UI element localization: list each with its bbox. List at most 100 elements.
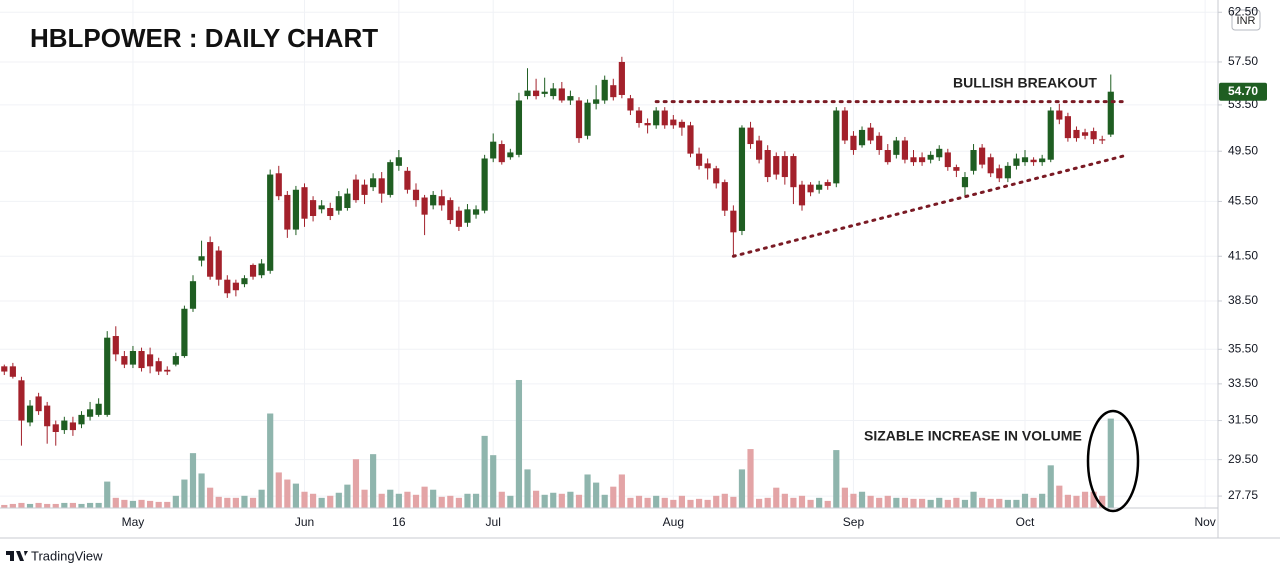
candle-body xyxy=(481,158,488,211)
candle-body xyxy=(344,193,351,209)
candle-body xyxy=(421,197,428,215)
volume-bar xyxy=(481,435,488,508)
candle-body xyxy=(635,110,643,124)
volume-bar xyxy=(687,499,694,508)
volume-bar xyxy=(224,497,231,508)
volume-bar xyxy=(438,496,445,508)
volume-bar xyxy=(610,486,617,508)
volume-bar xyxy=(1013,499,1020,508)
volume-bar xyxy=(601,494,608,508)
candle-body xyxy=(858,129,866,146)
y-tick-label: 31.50 xyxy=(1228,413,1258,427)
candle-body xyxy=(567,96,574,101)
candle-body xyxy=(987,157,994,174)
volume-bar xyxy=(790,497,797,508)
volume-bar xyxy=(395,493,402,508)
y-tick-label: 41.50 xyxy=(1228,248,1258,262)
candle-body xyxy=(918,157,926,163)
candle-body xyxy=(756,140,763,160)
candle-body xyxy=(352,179,360,201)
candle-body xyxy=(86,409,94,417)
volume-bar xyxy=(524,469,531,508)
candle-body xyxy=(687,125,694,154)
volume-bar xyxy=(215,496,222,508)
volume-bar xyxy=(507,495,514,508)
candle-body xyxy=(309,200,317,217)
currency-badge[interactable]: INR xyxy=(1231,9,1261,31)
y-tick-label: 33.50 xyxy=(1228,376,1258,390)
volume-bar xyxy=(490,455,497,508)
volume-bar xyxy=(78,503,85,508)
candle-body xyxy=(395,157,402,166)
volume-bar xyxy=(644,497,651,508)
candle-body xyxy=(78,414,85,425)
candle-body xyxy=(447,200,454,221)
currency-box[interactable] xyxy=(1231,9,1261,31)
volume-bar xyxy=(181,479,188,508)
brand-name[interactable]: TradingView xyxy=(31,548,103,563)
candle-body xyxy=(69,422,76,431)
volume-bar xyxy=(455,497,462,508)
volume-bar xyxy=(747,449,754,508)
candle-body xyxy=(867,127,874,141)
candle-body xyxy=(52,424,59,433)
volume-bar xyxy=(421,486,428,508)
brand-icon[interactable] xyxy=(6,551,28,561)
candle-body xyxy=(996,168,1003,179)
candle-body xyxy=(129,350,137,365)
candle-body xyxy=(26,405,34,423)
x-tick-label: May xyxy=(122,515,145,529)
volume-bar xyxy=(833,450,840,508)
candle-body xyxy=(816,184,823,190)
volume-bar xyxy=(26,503,34,508)
volume-bar xyxy=(764,497,771,508)
volume-bar xyxy=(344,484,351,508)
volume-bar xyxy=(730,496,737,508)
candle-body xyxy=(361,184,368,195)
candle-body xyxy=(515,100,523,155)
volume-bar xyxy=(1099,495,1106,508)
candle-body xyxy=(695,153,703,166)
candle-body xyxy=(627,98,634,111)
volume-bar xyxy=(61,502,68,508)
volume-bar xyxy=(1039,493,1046,508)
candle-body xyxy=(258,263,265,276)
candle-body xyxy=(1056,110,1063,120)
volume-bar xyxy=(867,495,874,508)
candle-body xyxy=(224,279,231,294)
currency-label[interactable]: INR xyxy=(1237,15,1256,27)
candle-body xyxy=(155,361,162,372)
annotation-volume: SIZABLE INCREASE IN VOLUME xyxy=(864,428,1082,444)
y-tick-label: 62.50 xyxy=(1228,4,1258,18)
candles xyxy=(1,56,1114,446)
candle-body xyxy=(901,140,909,160)
volume-bar xyxy=(267,413,274,508)
candle-body xyxy=(747,127,754,145)
volume-bar xyxy=(275,472,282,508)
candle-body xyxy=(61,420,68,431)
brand-logo[interactable]: TradingView xyxy=(6,548,103,563)
volume-bar xyxy=(970,491,977,508)
volume-bar xyxy=(44,503,51,508)
candle-body xyxy=(104,337,111,415)
x-tick-label: Jul xyxy=(486,515,501,529)
volume-bar xyxy=(841,487,848,508)
candle-body xyxy=(249,264,257,277)
volume-bar xyxy=(1107,418,1114,508)
last-price-tag xyxy=(1219,82,1267,101)
volume-bar xyxy=(713,495,720,508)
volume-bar xyxy=(69,502,76,508)
y-tick-label: 35.50 xyxy=(1228,341,1258,355)
candle-body xyxy=(738,127,746,231)
candle-body xyxy=(18,380,25,421)
candle-body xyxy=(1099,139,1106,141)
volume-bar xyxy=(95,502,102,508)
candle-body xyxy=(601,79,608,101)
candle-body xyxy=(970,150,977,171)
candle-body xyxy=(721,182,728,211)
volume-bar xyxy=(979,497,986,508)
volume-bar xyxy=(816,497,823,508)
candle-body xyxy=(164,369,171,372)
volume-highlight-circle xyxy=(1086,409,1140,513)
y-tick-label: 45.50 xyxy=(1228,194,1258,208)
